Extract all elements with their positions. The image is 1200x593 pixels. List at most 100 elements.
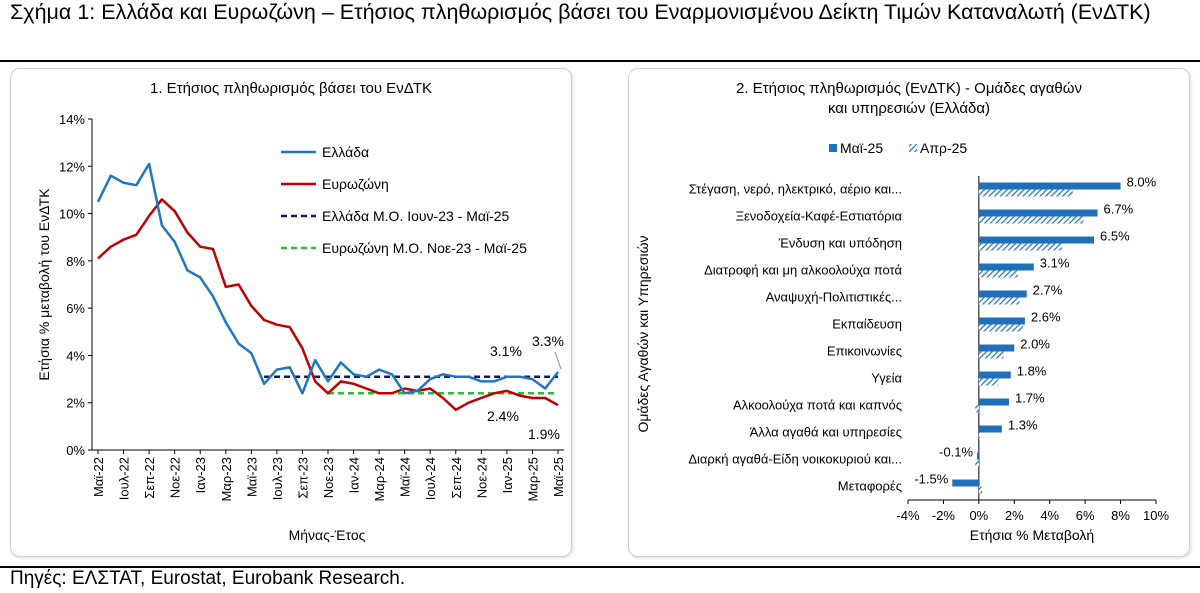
bar-apr-25 — [978, 324, 1024, 332]
legend-label: Ευρωζώνη — [322, 176, 389, 192]
chart1-x-tick-label: Μαρ-23 — [219, 457, 234, 502]
annotation-greece-last: 3.3% — [532, 333, 564, 349]
line-chart: 1. Ετήσιος πληθωρισμός βάσει του ΕνΔΤΚ 0%… — [36, 80, 566, 543]
chart2-x-tick-label: 8% — [1111, 508, 1130, 523]
chart1-x-tick-label: Ιαν-25 — [500, 457, 515, 493]
bar-apr-25 — [978, 486, 983, 494]
chart1-y-tick-label: 10% — [59, 207, 85, 222]
chart2-x-tick-label: 0% — [969, 508, 988, 523]
bar-may-25 — [978, 371, 1011, 379]
chart1-x-axis-label: Μήνας-Έτος — [289, 527, 366, 543]
legend-swatch — [829, 144, 837, 152]
legend-label: Ευρωζώνη Μ.Ο. Νοε-23 - Μαϊ-25 — [322, 240, 527, 256]
bar-may-25 — [978, 344, 1015, 352]
bar-apr-25 — [978, 189, 1073, 197]
data-label: 3.1% — [1040, 256, 1070, 271]
bar-may-25 — [977, 452, 979, 460]
data-label: 2.0% — [1020, 337, 1050, 352]
chart2-x-tick-label: 6% — [1076, 508, 1095, 523]
category-label: Διατροφή και μη αλκοολούχα ποτά — [704, 263, 902, 278]
annotation-leader — [554, 351, 562, 370]
legend-label: Ελλάδα Μ.Ο. Ιουν-23 - Μαϊ-25 — [322, 208, 510, 224]
chart1-y-tick-label: 4% — [66, 348, 85, 363]
bar-apr-25 — [978, 432, 980, 440]
data-label: 1.7% — [1015, 391, 1045, 406]
category-label: Υγεία — [871, 371, 902, 386]
chart1-x-tick-label: Ιουλ-24 — [423, 457, 438, 500]
category-label: Εκπαίδευση — [832, 317, 902, 332]
source-divider — [0, 566, 1200, 568]
data-label: -1.5% — [914, 472, 948, 487]
bar-apr-25 — [978, 270, 1018, 278]
chart1-x-tick-label: Ιουλ-23 — [270, 457, 285, 500]
chart1-y-tick-label: 0% — [66, 443, 85, 458]
chart1-x-tick-label: Μαϊ-23 — [244, 457, 259, 497]
category-label: Άλλα αγαθά και υπηρεσίες — [750, 425, 902, 440]
bar-may-25 — [978, 290, 1027, 298]
bar-apr-25 — [978, 351, 1004, 359]
chart2-x-tick-label: 10% — [1143, 508, 1169, 523]
annotation-greece-avg: 3.1% — [490, 343, 522, 359]
data-label: 6.7% — [1104, 202, 1134, 217]
title-divider — [0, 60, 1200, 62]
chart2-x-tick-label: 4% — [1040, 508, 1059, 523]
chart1-x-tick-label: Σεπ-23 — [295, 457, 310, 499]
legend-label: Μαϊ-25 — [840, 140, 883, 156]
chart2-y-axis-label: Ομάδες Αγαθών και Υπηρεσιών — [635, 235, 651, 432]
chart1-y-tick-label: 6% — [66, 301, 85, 316]
chart1-x-tick-label: Σεπ-22 — [142, 457, 157, 499]
chart1-x-tick-label: Ιαν-24 — [347, 457, 362, 493]
bar-may-25 — [978, 209, 1098, 217]
bar-may-25 — [978, 182, 1121, 190]
data-label: 6.5% — [1100, 229, 1130, 244]
chart1-x-tick-label: Σεπ-24 — [449, 457, 464, 499]
bar-apr-25 — [978, 297, 1020, 305]
chart1-x-tick-label: Νοε-24 — [474, 457, 489, 498]
data-label: -0.1% — [939, 445, 973, 460]
bar-may-25 — [978, 263, 1034, 271]
bar-apr-25 — [978, 216, 1084, 224]
chart1-x-tick-label: Ιαν-23 — [193, 457, 208, 493]
annotation-eurozone-avg: 2.4% — [487, 408, 519, 424]
bar-may-25 — [978, 425, 1002, 433]
data-label: 8.0% — [1127, 175, 1157, 190]
bar-apr-25 — [975, 405, 979, 413]
chart1-y-tick-label: 2% — [66, 396, 85, 411]
chart1-x-tick-label: Μαρ-24 — [372, 457, 387, 502]
category-label: Ένδυση και υπόδηση — [778, 236, 902, 251]
data-label: 2.6% — [1031, 310, 1061, 325]
bar-may-25 — [978, 398, 1009, 406]
legend-label: Απρ-25 — [920, 140, 967, 156]
chart1-y-axis-label: Ετήσια % μεταβολή του ΕνΔΤΚ — [36, 188, 52, 381]
chart1-y-tick-label: 8% — [66, 254, 85, 269]
legend-label: Ελλάδα — [322, 144, 369, 160]
bar-may-25 — [952, 479, 979, 487]
bar-apr-25 — [975, 459, 979, 467]
figure-title: Σχήμα 1: Ελλάδα και Ευρωζώνη – Ετήσιος π… — [10, 0, 1151, 24]
category-label: Διαρκή αγαθά-Είδη νοικοκυριού και... — [688, 452, 902, 467]
source-note: Πηγές: ΕΛΣΤΑΤ, Eurostat, Eurobank Resear… — [10, 568, 406, 589]
chart1-x-tick-label: Νοε-23 — [321, 457, 336, 498]
category-label: Αλκοολούχα ποτά και καπνός — [733, 398, 902, 413]
category-label: Μεταφορές — [838, 479, 902, 494]
chart1-x-tick-label: Νοε-22 — [168, 457, 183, 498]
chart1-x-tick-label: Μαρ-25 — [525, 457, 540, 502]
chart1-y-tick-label: 14% — [59, 112, 85, 127]
chart1-y-tick-label: 12% — [59, 159, 85, 174]
category-label: Στέγαση, νερό, ηλεκτρικό, αέριο και... — [689, 182, 902, 197]
bar-chart: 2. Ετήσιος πληθωρισμός (ΕνΔΤΚ) - Ομάδες … — [635, 80, 1169, 543]
data-label: 1.3% — [1008, 418, 1038, 433]
chart2-title-line1: 2. Ετήσιος πληθωρισμός (ΕνΔΤΚ) - Ομάδες … — [736, 80, 1082, 97]
data-label: 1.8% — [1017, 364, 1047, 379]
chart1-x-tick-label: Ιουλ-22 — [117, 457, 132, 500]
greece-series-line — [96, 162, 559, 395]
panel-line-chart: 1. Ετήσιος πληθωρισμός βάσει του ΕνΔΤΚ 0%… — [10, 68, 572, 557]
chart2-title-line2: και υπηρεσιών (Ελλάδα) — [828, 100, 990, 117]
eurozone-series-line — [97, 198, 559, 412]
panel-bar-chart: 2. Ετήσιος πληθωρισμός (ΕνΔΤΚ) - Ομάδες … — [628, 68, 1190, 557]
chart2-x-tick-label: 2% — [1005, 508, 1024, 523]
chart2-x-axis-label: Ετήσια % Μεταβολή — [970, 527, 1094, 543]
data-label: 2.7% — [1033, 283, 1063, 298]
category-label: Αναψυχή-Πολιτιστικές... — [766, 290, 902, 305]
bar-may-25 — [978, 317, 1025, 325]
